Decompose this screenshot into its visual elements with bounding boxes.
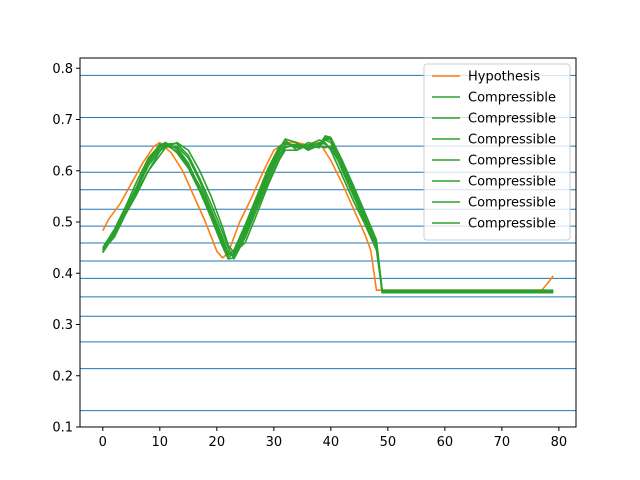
y-axis: 0.1 0.2 0.3 0.4 0.5 0.6 0.7 0.8 xyxy=(52,62,80,436)
x-tick-label: 10 xyxy=(152,435,169,450)
legend-label: Compressible xyxy=(468,154,556,169)
x-tick-label: 20 xyxy=(209,435,226,450)
series-layer xyxy=(102,135,554,294)
series-line-compressible-7 xyxy=(102,135,554,292)
y-tick-label: 0.5 xyxy=(52,216,73,231)
x-tick-label: 30 xyxy=(266,435,283,450)
y-tick-label: 0.8 xyxy=(52,62,73,77)
y-tick-label: 0.6 xyxy=(52,164,73,179)
legend-label: Hypothesis xyxy=(468,70,540,85)
x-tick-label: 40 xyxy=(323,435,340,450)
legend-box xyxy=(423,63,571,241)
legend-label: Compressible xyxy=(468,112,556,127)
x-tick-label: 50 xyxy=(380,435,397,450)
y-tick-label: 0.4 xyxy=(52,267,73,282)
y-tick-label: 0.1 xyxy=(52,421,73,436)
x-axis: 0 10 20 30 40 50 60 70 80 xyxy=(99,427,568,450)
series-line-compressible-4 xyxy=(102,141,554,292)
legend-label: Compressible xyxy=(468,196,556,211)
legend-label: Compressible xyxy=(468,91,556,106)
series-line-compressible-1 xyxy=(102,139,554,292)
x-tick-label: 0 xyxy=(99,435,107,450)
x-tick-label: 80 xyxy=(551,435,568,450)
legend-label: Compressible xyxy=(468,217,556,232)
legend-label: Compressible xyxy=(468,175,556,190)
legend: Hypothesis Compressible Compressible Compre… xyxy=(423,63,571,241)
plot-area-frame xyxy=(79,57,577,428)
x-tick-label: 60 xyxy=(437,435,454,450)
y-tick-label: 0.3 xyxy=(52,318,73,333)
y-tick-label: 0.7 xyxy=(52,113,73,128)
y-tick-label: 0.2 xyxy=(52,369,73,384)
legend-label: Compressible xyxy=(468,133,556,148)
x-tick-label: 70 xyxy=(494,435,511,450)
